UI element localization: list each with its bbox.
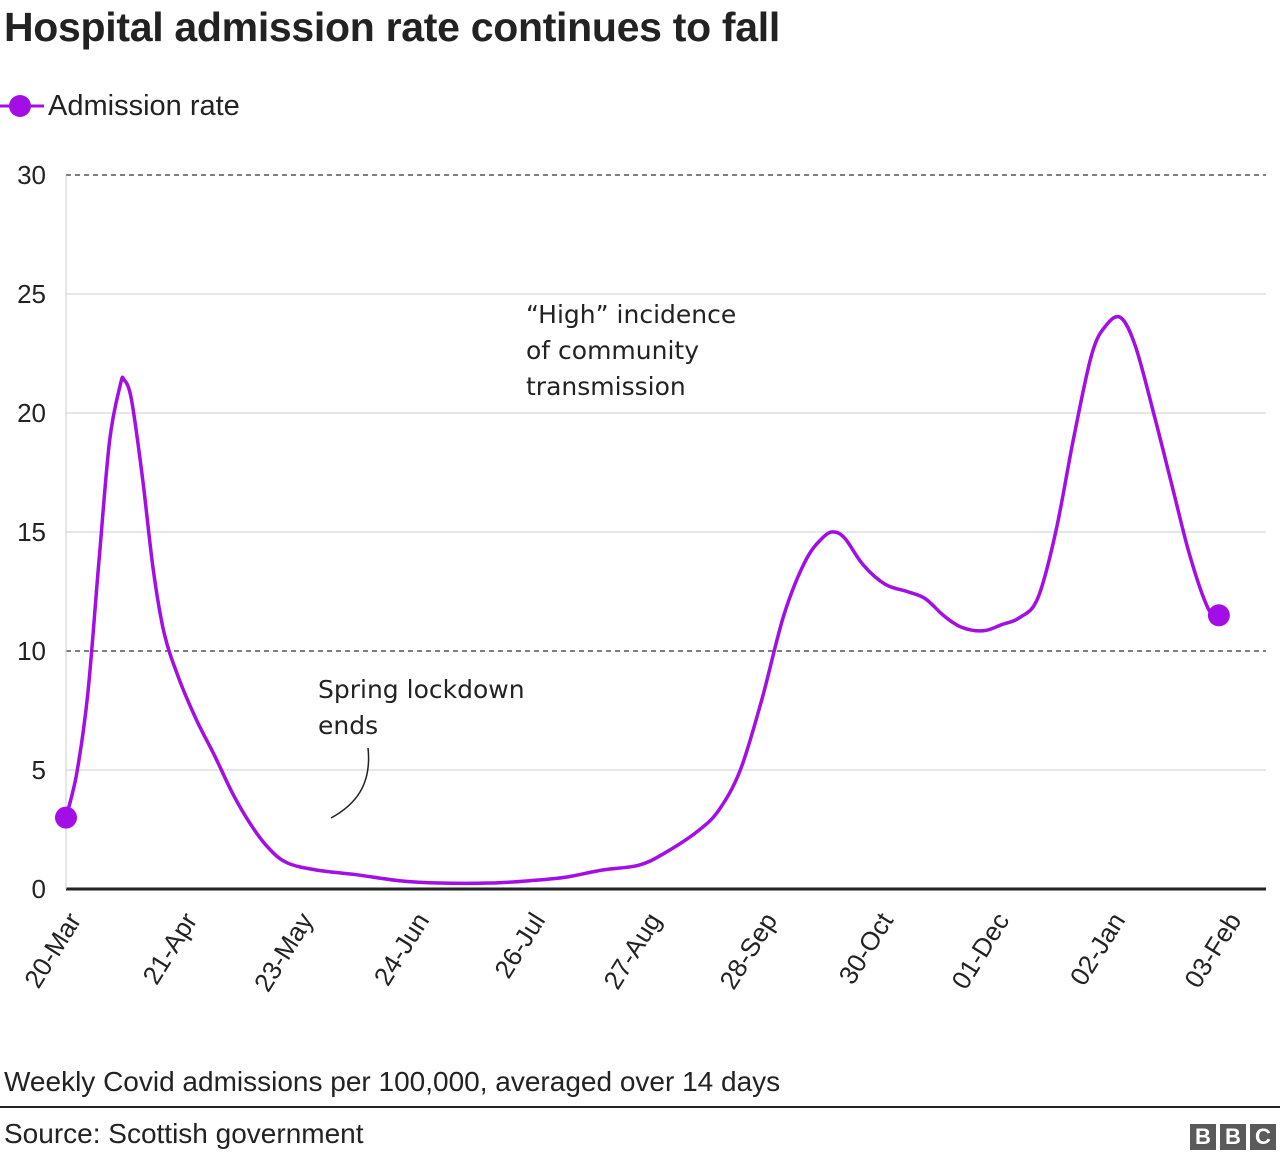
legend-marker-icon <box>0 95 44 117</box>
y-tick-label: 10 <box>17 636 46 666</box>
bbc-logo: B B C <box>1190 1124 1276 1150</box>
y-tick-label: 15 <box>17 517 46 547</box>
y-tick-label: 5 <box>32 755 46 785</box>
legend: Admission rate <box>0 86 240 126</box>
annotation-high-incidence: “High” incidence of community transmission <box>526 300 736 401</box>
x-tick-label: 23-May <box>248 907 319 996</box>
source-note: Source: Scottish government <box>4 1118 364 1149</box>
logo-letter: B <box>1190 1124 1216 1150</box>
start-point <box>55 806 77 829</box>
chart-subtitle: Weekly Covid admissions per 100,000, ave… <box>4 1066 781 1097</box>
series-endpoints <box>55 604 1230 829</box>
x-tick-label: 27-Aug <box>597 907 667 994</box>
legend-label: Admission rate <box>48 89 240 122</box>
x-tick-label: 03-Feb <box>1178 907 1247 993</box>
y-tick-label: 25 <box>17 279 46 309</box>
x-tick-label: 30-Oct <box>832 907 899 990</box>
x-tick-label: 21-Apr <box>136 907 203 989</box>
logo-letter: C <box>1250 1124 1276 1150</box>
y-tick-label: 0 <box>32 874 46 904</box>
chart-title: Hospital admission rate continues to fal… <box>4 4 780 50</box>
end-point <box>1207 604 1230 627</box>
x-tick-label: 24-Jun <box>368 907 436 990</box>
gridlines <box>66 174 1266 771</box>
x-tick-label: 20-Mar <box>18 907 87 993</box>
logo-letter: B <box>1220 1124 1246 1150</box>
line-chart: 0 5 10 15 20 25 30 20-Mar 21-Apr 23-May 24-Jun 26-… <box>17 160 1266 997</box>
y-tick-label: 20 <box>17 398 46 428</box>
annotation-leader-line <box>330 747 370 819</box>
annotations: “High” incidence of community transmission… <box>318 300 736 819</box>
x-axis-labels: 20-Mar 21-Apr 23-May 24-Jun 26-Jul 27-Aug 28-S… <box>18 907 1247 997</box>
x-tick-label: 01-Dec <box>945 907 1015 994</box>
footer-divider <box>0 1106 1280 1108</box>
annotation-lockdown-ends: Spring lockdown ends <box>318 675 525 740</box>
x-tick-label: 02-Jan <box>1064 907 1132 990</box>
y-axis-labels: 0 5 10 15 20 25 30 <box>17 160 46 904</box>
x-tick-label: 26-Jul <box>488 907 551 983</box>
x-tick-label: 28-Sep <box>713 907 783 994</box>
series-line-admission-rate <box>64 314 1221 886</box>
y-tick-label: 30 <box>17 160 46 190</box>
